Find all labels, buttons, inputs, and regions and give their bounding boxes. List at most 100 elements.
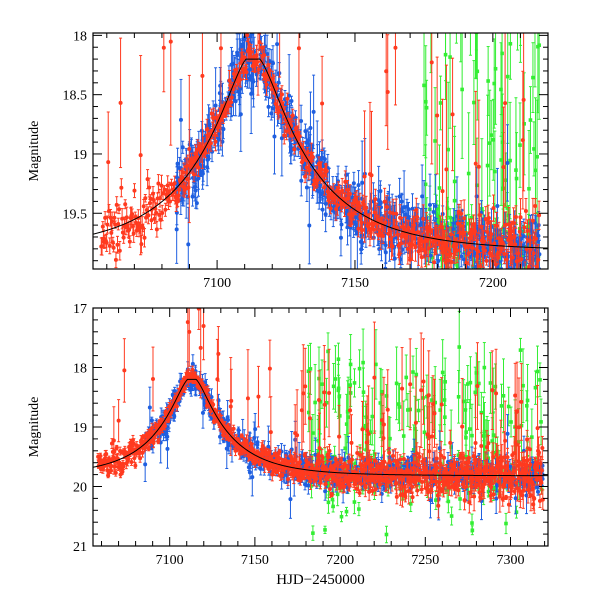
data-point-red	[336, 186, 340, 190]
data-point-red	[305, 150, 309, 154]
data-point-green	[502, 325, 506, 329]
data-point-red	[377, 218, 381, 222]
data-point-red	[244, 70, 248, 74]
data-point-green	[469, 25, 473, 29]
data-point-red	[359, 216, 363, 220]
data-point-blue	[214, 103, 218, 107]
data-point-blue	[303, 129, 307, 133]
data-point-blue	[275, 42, 279, 46]
data-point-red	[143, 196, 147, 200]
data-point-green	[528, 276, 532, 280]
data-point-green	[429, 7, 433, 11]
data-point-blue	[482, 293, 486, 297]
data-point-red	[139, 242, 143, 246]
data-point-blue	[201, 172, 205, 176]
data-point-red	[277, 110, 281, 114]
data-point-red	[255, 60, 259, 64]
data-point-red	[282, 133, 286, 137]
data-point-red	[169, 40, 173, 44]
data-point-red	[326, 190, 330, 194]
data-point-red	[311, 155, 315, 159]
data-point-red	[160, 211, 164, 215]
data-point-red	[108, 244, 112, 248]
data-point-green	[501, 187, 505, 191]
data-point-green	[467, 172, 471, 176]
data-point-red	[370, 173, 374, 177]
data-point-green	[486, 79, 490, 83]
data-point-blue	[352, 181, 356, 185]
data-point-green	[472, 101, 476, 105]
data-point-blue	[452, 272, 456, 276]
data-point-blue	[251, 78, 255, 82]
data-point-red	[117, 207, 121, 211]
data-point-red	[362, 202, 366, 206]
data-point-red	[249, 50, 253, 54]
data-point-blue	[250, 28, 254, 32]
data-point-blue	[235, 53, 239, 57]
data-point-green	[492, 82, 496, 86]
data-point-green	[524, 300, 528, 304]
data-point-red	[363, 175, 367, 179]
data-point-red	[244, 66, 248, 70]
data-point-red	[101, 225, 105, 229]
data-point-green	[536, 45, 540, 49]
data-point-red	[110, 219, 114, 223]
data-point-green	[514, 168, 518, 172]
data-point-red	[381, 234, 385, 238]
data-point-blue	[269, 111, 273, 115]
data-point-green	[452, 273, 456, 277]
data-point-red	[358, 204, 362, 208]
data-point-green	[444, 29, 448, 33]
data-point-green	[464, 338, 468, 342]
data-point-red	[360, 228, 364, 232]
data-point-blue	[236, 89, 240, 93]
data-point-blue	[250, 32, 254, 36]
data-point-red	[285, 97, 289, 101]
data-point-green	[489, 133, 493, 137]
data-layer	[93, 0, 548, 380]
data-point-red	[105, 241, 109, 245]
data-point-red	[142, 204, 146, 208]
data-point-green	[433, 139, 437, 143]
data-point-red	[348, 192, 352, 196]
data-point-blue	[179, 118, 183, 122]
data-point-blue	[339, 236, 343, 240]
data-point-red	[106, 160, 110, 164]
data-point-blue	[239, 112, 243, 116]
data-point-red	[230, 95, 234, 99]
data-point-blue	[289, 99, 293, 103]
data-point-red	[262, 53, 266, 57]
data-point-red	[167, 189, 171, 193]
data-point-red	[325, 169, 329, 173]
data-point-green	[535, 322, 539, 326]
data-point-red	[308, 168, 312, 172]
data-point-red	[200, 74, 204, 78]
data-point-red	[105, 223, 109, 227]
data-point-red	[125, 215, 129, 219]
data-point-blue	[186, 242, 190, 246]
data-point-red	[187, 185, 191, 189]
data-point-green	[515, 177, 519, 181]
data-point-blue	[299, 179, 303, 183]
data-point-red	[176, 193, 180, 197]
data-point-blue	[318, 156, 322, 160]
data-point-green	[480, 301, 484, 305]
data-point-blue	[175, 227, 179, 231]
data-point-red	[297, 46, 301, 50]
data-point-green	[535, 155, 539, 159]
data-point-red	[291, 114, 295, 118]
data-point-red	[292, 147, 296, 151]
data-point-blue	[242, 37, 246, 41]
data-point-green	[439, 101, 443, 105]
data-point-red	[322, 185, 326, 189]
data-point-red	[383, 200, 387, 204]
data-point-blue	[344, 173, 348, 177]
data-point-red	[182, 171, 186, 175]
data-point-red	[119, 101, 123, 105]
data-point-blue	[357, 183, 361, 187]
data-point-blue	[429, 253, 433, 257]
data-point-blue	[443, 286, 447, 290]
data-point-red	[356, 227, 360, 231]
data-point-green	[519, 28, 523, 32]
